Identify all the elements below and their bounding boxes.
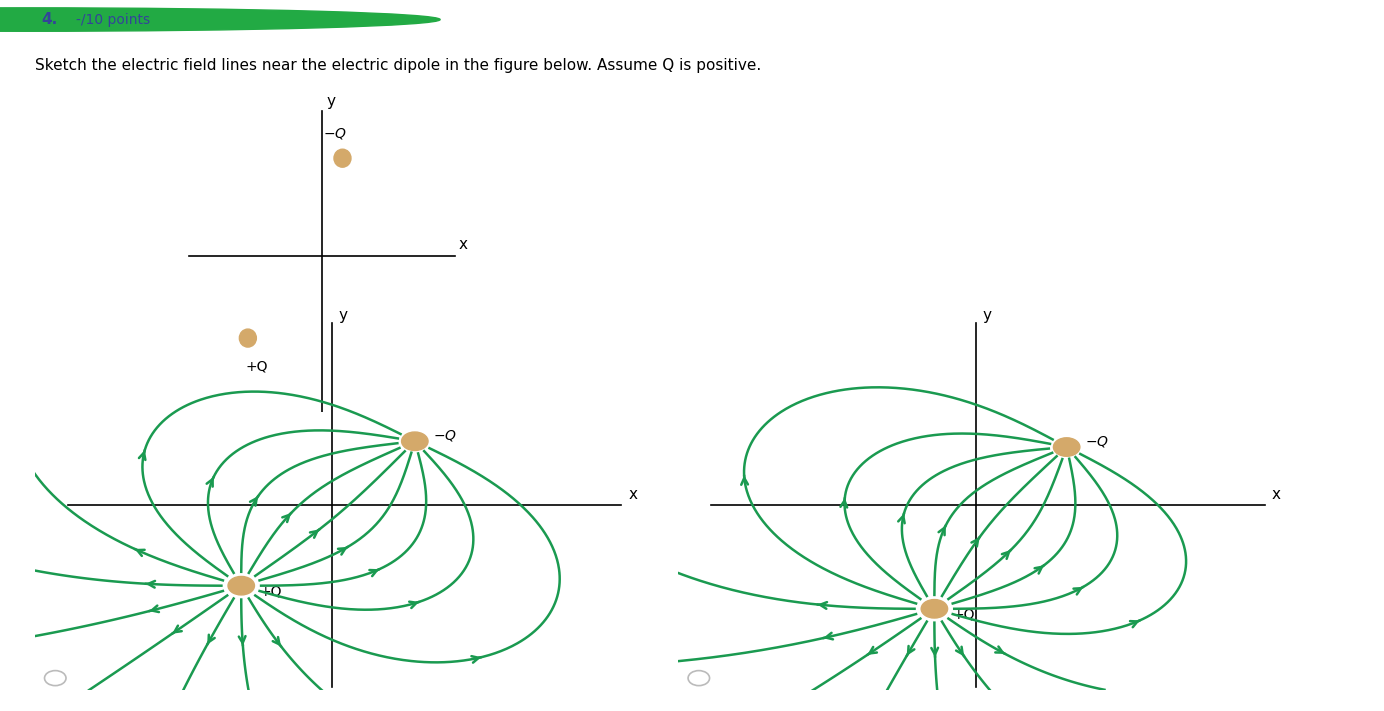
Circle shape (401, 432, 428, 451)
Text: y: y (339, 308, 347, 323)
Text: y: y (983, 308, 991, 323)
Text: x: x (1272, 488, 1280, 503)
Text: y: y (327, 94, 336, 109)
Text: x: x (628, 488, 637, 503)
Text: +Q: +Q (952, 608, 976, 621)
Text: +Q: +Q (259, 584, 282, 599)
Circle shape (334, 149, 352, 167)
Text: $-Q$: $-Q$ (1085, 434, 1109, 449)
Circle shape (0, 8, 440, 31)
Text: 4.: 4. (42, 12, 58, 27)
Circle shape (922, 599, 948, 618)
Text: Sketch the electric field lines near the electric dipole in the figure below. As: Sketch the electric field lines near the… (35, 58, 761, 73)
Text: -/10 points: -/10 points (76, 13, 151, 26)
Circle shape (228, 577, 255, 595)
Circle shape (239, 329, 256, 347)
Text: +Q: +Q (245, 360, 268, 374)
Text: $-Q$: $-Q$ (433, 428, 457, 443)
Circle shape (1053, 438, 1080, 456)
Text: x: x (458, 237, 468, 252)
Text: $-Q$: $-Q$ (322, 126, 347, 141)
